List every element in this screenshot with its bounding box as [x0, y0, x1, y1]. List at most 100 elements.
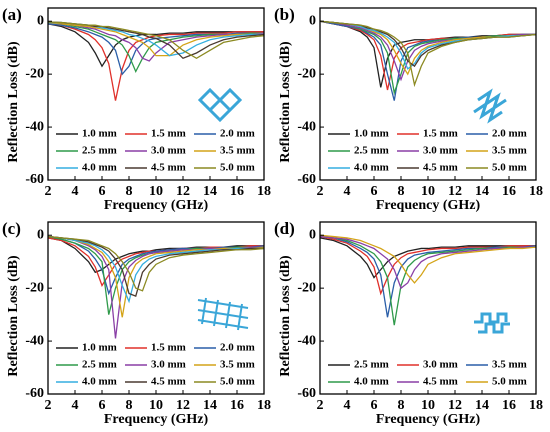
x-axis-title: Frequency (GHz)	[104, 412, 209, 427]
legend-label: 2.0 mm	[220, 342, 255, 354]
panel-label: (d)	[274, 219, 295, 238]
rl-curve	[47, 21, 265, 60]
rl-curve	[47, 23, 264, 68]
legend-label: 1.5 mm	[151, 128, 186, 140]
legend-label: 5.0 mm	[492, 162, 527, 174]
x-tick-label: 6	[371, 398, 378, 413]
legend-label: 3.5 mm	[220, 359, 255, 371]
y-tick-label: 0	[37, 13, 44, 28]
x-tick-label: 16	[502, 184, 516, 199]
x-tick-label: 12	[176, 398, 190, 413]
legend-label: 1.5 mm	[423, 128, 458, 140]
legend-label: 2.5 mm	[354, 359, 389, 371]
panel-label: (a)	[2, 5, 22, 24]
legend-label: 3.0 mm	[151, 145, 186, 157]
panel-label: (c)	[2, 219, 21, 238]
legend-label: 1.0 mm	[82, 342, 117, 354]
x-tick-label: 14	[203, 184, 217, 199]
legend-label: 4.5 mm	[423, 376, 458, 388]
rl-curve	[47, 235, 264, 304]
legend-label: 4.5 mm	[151, 376, 186, 388]
legend-label: 2.5 mm	[82, 359, 117, 371]
x-tick-label: 6	[99, 398, 106, 413]
y-tick-label: -40	[297, 333, 316, 348]
x-tick-label: 4	[344, 184, 351, 199]
x-tick-label: 10	[149, 398, 163, 413]
x-axis-title: Frequency (GHz)	[376, 412, 481, 427]
legend-label: 4.0 mm	[354, 376, 389, 388]
rl-curve	[47, 235, 264, 339]
x-tick-label: 16	[230, 398, 244, 413]
icon-d	[474, 312, 510, 334]
x-tick-label: 18	[529, 184, 543, 199]
legend-label: 2.0 mm	[220, 128, 255, 140]
x-tick-label: 8	[398, 184, 405, 199]
legend-label: 3.0 mm	[151, 359, 186, 371]
legend-label: 1.0 mm	[354, 128, 389, 140]
x-tick-label: 18	[257, 184, 271, 199]
x-tick-label: 4	[72, 184, 79, 199]
x-tick-label: 4	[72, 398, 79, 413]
legend-label: 4.0 mm	[82, 376, 117, 388]
y-axis-title: Reflection Loss (dB)	[6, 255, 21, 377]
y-tick-label: -60	[25, 386, 44, 401]
y-tick-label: -60	[297, 172, 316, 187]
x-tick-label: 4	[344, 398, 351, 413]
rl-curve	[47, 235, 265, 318]
y-axis-title: Reflection Loss (dB)	[6, 41, 21, 163]
y-axis-title: Reflection Loss (dB)	[278, 255, 293, 377]
y-tick-label: 0	[309, 13, 316, 28]
x-tick-label: 18	[529, 398, 543, 413]
legend-label: 2.0 mm	[492, 128, 527, 140]
y-tick-label: -60	[297, 386, 316, 401]
rl-curve	[319, 20, 536, 101]
y-tick-label: -20	[297, 280, 316, 295]
y-tick-label: -20	[25, 66, 44, 81]
icon-c	[197, 297, 249, 331]
y-tick-label: 0	[309, 227, 316, 242]
rl-curve	[319, 235, 536, 290]
legend-label: 5.0 mm	[220, 376, 255, 388]
rl-curve	[47, 21, 264, 74]
x-axis-title: Frequency (GHz)	[104, 198, 209, 213]
rl-curve	[47, 237, 264, 287]
y-tick-label: -40	[25, 333, 44, 348]
legend-label: 1.0 mm	[82, 128, 117, 140]
legend-label: 4.5 mm	[151, 162, 186, 174]
legend-label: 1.5 mm	[151, 342, 186, 354]
legend-label: 5.0 mm	[220, 162, 255, 174]
y-tick-label: -20	[297, 66, 316, 81]
rl-curve	[319, 20, 536, 88]
legend-label: 2.5 mm	[354, 145, 389, 157]
legend-label: 2.5 mm	[82, 145, 117, 157]
legend-label: 4.5 mm	[423, 162, 458, 174]
rl-curve	[319, 20, 536, 96]
legend-label: 4.0 mm	[82, 162, 117, 174]
y-tick-label: -20	[25, 280, 44, 295]
x-tick-label: 2	[317, 184, 324, 199]
x-tick-label: 16	[502, 398, 516, 413]
icon-b	[473, 88, 507, 124]
y-axis-title: Reflection Loss (dB)	[278, 41, 293, 163]
legend-label: 3.5 mm	[220, 145, 255, 157]
x-tick-label: 12	[448, 184, 462, 199]
rl-curve	[319, 20, 536, 91]
x-tick-label: 8	[398, 398, 405, 413]
x-axis-title: Frequency (GHz)	[376, 198, 481, 213]
rl-curve	[319, 235, 536, 326]
rl-curve	[47, 235, 264, 297]
x-tick-label: 6	[99, 184, 106, 199]
x-tick-label: 14	[203, 398, 217, 413]
x-tick-label: 14	[475, 398, 489, 413]
legend-label: 3.5 mm	[492, 145, 527, 157]
rl-curve	[47, 235, 265, 292]
x-tick-label: 8	[126, 398, 133, 413]
x-tick-label: 18	[257, 398, 271, 413]
y-tick-label: -60	[25, 172, 44, 187]
rl-curve	[47, 21, 265, 62]
x-tick-label: 6	[371, 184, 378, 199]
rl-curve	[319, 237, 536, 279]
panel-label: (b)	[274, 5, 295, 24]
x-tick-label: 12	[448, 398, 462, 413]
rl-curve	[319, 20, 537, 88]
